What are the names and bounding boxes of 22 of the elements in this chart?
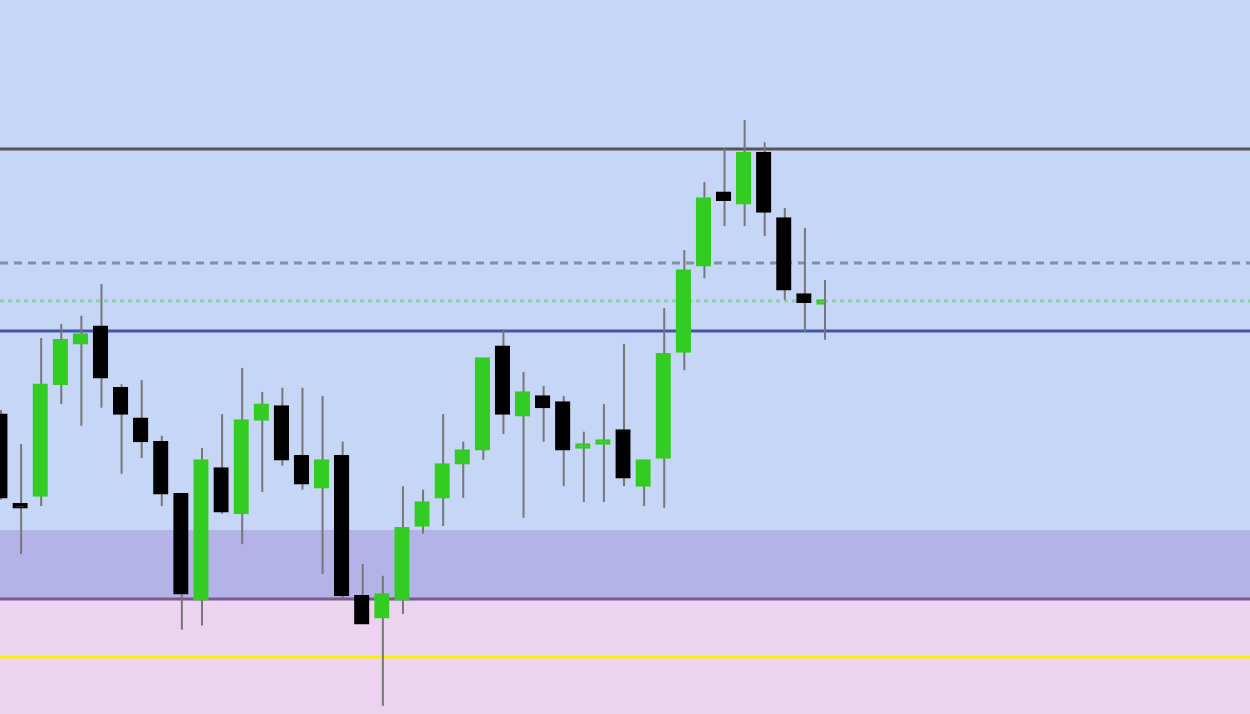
candlestick xyxy=(454,440,470,499)
candlestick xyxy=(534,384,551,443)
candlestick xyxy=(354,563,370,625)
candlestick xyxy=(434,413,450,527)
candlestick xyxy=(313,394,330,576)
candlestick xyxy=(796,226,812,334)
candlestick xyxy=(414,488,430,535)
candlestick xyxy=(133,379,149,460)
candlestick xyxy=(615,342,631,488)
candlestick xyxy=(514,370,531,519)
candlestick xyxy=(72,314,89,427)
candlestick xyxy=(213,413,229,515)
candlestick xyxy=(555,394,571,488)
candlestick xyxy=(293,386,310,491)
candlestick xyxy=(595,403,611,503)
candlestick xyxy=(635,458,651,508)
candlestick xyxy=(575,430,591,503)
candlestick xyxy=(715,147,732,228)
candlestick xyxy=(253,390,269,494)
candlestick xyxy=(112,383,129,475)
candlestick xyxy=(374,574,390,707)
candlestick xyxy=(52,322,68,406)
